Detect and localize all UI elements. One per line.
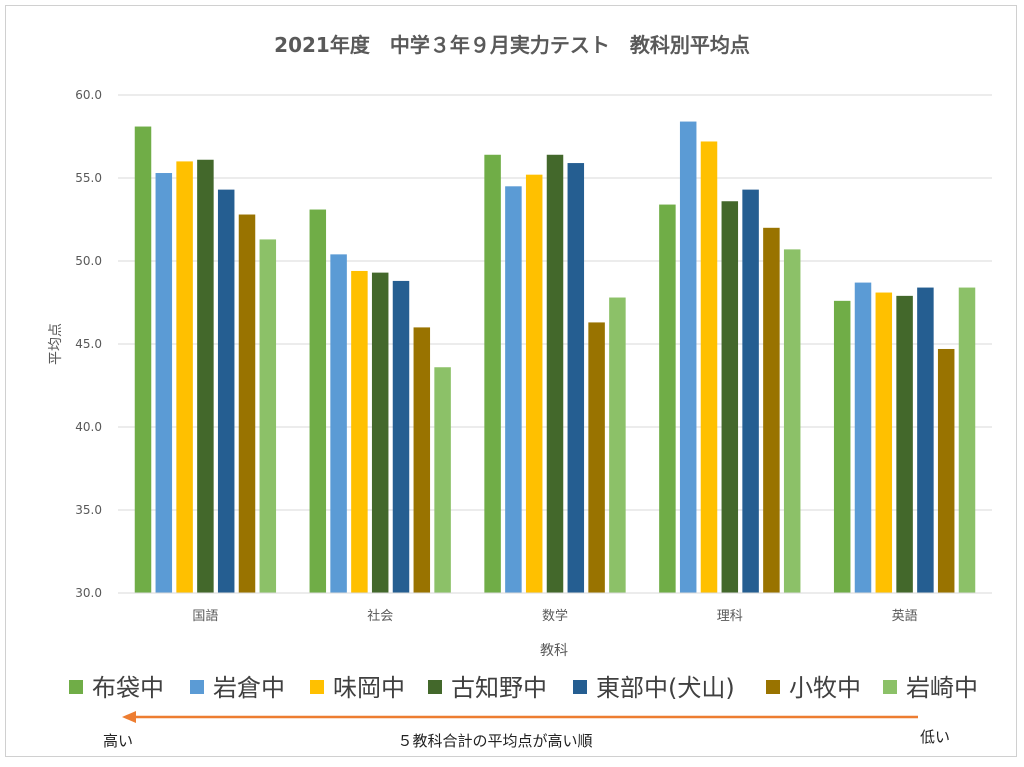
bar xyxy=(937,348,955,593)
bar xyxy=(238,214,256,593)
bar xyxy=(434,367,451,593)
y-tick-label: 60.0 xyxy=(75,88,102,102)
legend-label: 古知野中 xyxy=(451,674,547,702)
bar xyxy=(546,154,564,593)
legend-swatch xyxy=(310,680,324,694)
legend-label: 布袋中 xyxy=(92,674,164,702)
bar xyxy=(567,163,585,593)
legend-swatch xyxy=(69,680,83,694)
legend-swatch xyxy=(766,680,780,694)
bar xyxy=(505,186,522,594)
bar xyxy=(197,159,214,594)
bar xyxy=(742,189,759,593)
legend-label: 岩倉中 xyxy=(213,674,285,702)
x-axis-label: 教科 xyxy=(540,643,568,659)
bar xyxy=(609,297,626,593)
x-axis-categories: 国語 社会 数学 理科 英語 xyxy=(192,608,917,624)
bar xyxy=(917,287,934,593)
annotation-center: ５教科合計の平均点が高い順 xyxy=(397,732,592,750)
annotation-low: 低い xyxy=(920,728,950,746)
annotation-high: 高い xyxy=(103,732,133,750)
bar xyxy=(700,141,718,594)
x-category-label: 英語 xyxy=(892,608,918,624)
x-category-label: 理科 xyxy=(717,609,743,624)
bar xyxy=(833,300,851,593)
bar xyxy=(176,161,193,593)
bar xyxy=(351,270,368,593)
y-tick-label: 30.0 xyxy=(75,586,102,600)
bar xyxy=(413,327,431,593)
y-tick-label: 55.0 xyxy=(75,171,102,185)
y-axis-ticks: 30.0 35.0 40.0 45.0 50.0 55.0 60.0 xyxy=(75,88,102,600)
y-tick-label: 45.0 xyxy=(75,337,102,351)
bar xyxy=(854,282,872,593)
bar xyxy=(371,272,389,593)
legend-swatch xyxy=(573,680,587,694)
y-tick-label: 50.0 xyxy=(75,254,102,268)
legend-swatch xyxy=(190,680,204,694)
y-tick-label: 40.0 xyxy=(75,420,102,434)
legend-label: 味岡中 xyxy=(333,674,405,702)
bar xyxy=(134,126,152,593)
bar xyxy=(679,121,697,593)
ranking-annotation: 高い ５教科合計の平均点が高い順 低い xyxy=(103,711,950,750)
legend-label: 岩崎中 xyxy=(906,674,978,702)
bar xyxy=(896,295,913,593)
chart-title: 2021年度 中学３年９月実力テスト 教科別平均点 xyxy=(274,33,750,57)
x-category-label: 国語 xyxy=(192,608,218,624)
bars xyxy=(134,121,976,594)
bar xyxy=(330,254,347,594)
bar xyxy=(217,189,235,593)
bar xyxy=(259,239,277,594)
legend-swatch xyxy=(428,680,442,694)
bar xyxy=(875,292,893,593)
bar xyxy=(309,209,327,594)
legend-label: 東部中(犬山) xyxy=(596,674,735,702)
legend: 布袋中 岩倉中 味岡中 古知野中 東部中(犬山) 小牧中 岩崎中 xyxy=(69,674,978,702)
y-axis-label: 平均点 xyxy=(48,323,64,365)
x-category-label: 社会 xyxy=(367,608,393,624)
bar xyxy=(958,287,976,593)
bar xyxy=(525,174,543,593)
bar xyxy=(783,249,801,593)
ranking-arrow-head xyxy=(122,711,136,723)
y-tick-label: 35.0 xyxy=(75,503,102,517)
bar xyxy=(721,201,739,594)
bar xyxy=(484,154,501,593)
legend-swatch xyxy=(883,680,897,694)
bar xyxy=(763,227,780,594)
x-category-label: 数学 xyxy=(542,608,568,624)
bar xyxy=(392,280,410,593)
bar xyxy=(659,204,676,593)
bar xyxy=(155,173,173,593)
bar xyxy=(588,322,605,593)
legend-label: 小牧中 xyxy=(789,674,861,702)
